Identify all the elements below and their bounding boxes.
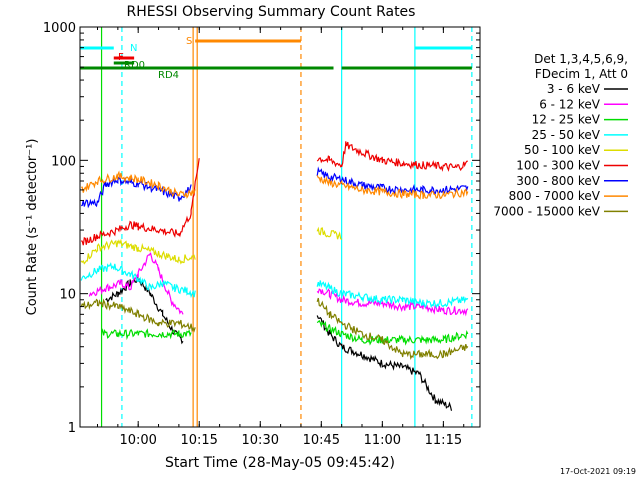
series-line-300-800-keV [316, 166, 469, 196]
series-line-100-300-keV [80, 158, 200, 246]
legend-entry-label: 12 - 25 keV [532, 113, 601, 127]
legend-entry-label: 25 - 50 keV [532, 128, 601, 142]
x-tick-label: 10:30 [242, 433, 279, 448]
series-line-3-6-keV [316, 315, 453, 411]
x-tick-label: 11:00 [364, 433, 401, 448]
x-tick-label: 11:15 [425, 433, 462, 448]
flag-label-n: N [130, 43, 137, 54]
series-line-50-100-keV [316, 226, 343, 240]
legend-header-line: Det 1,3,4,5,6,9, [534, 52, 628, 66]
flag-label-s: S [186, 36, 192, 47]
y-tick-label: 1 [68, 421, 76, 436]
x-tick-label: 10:15 [180, 433, 217, 448]
legend-entry-label: 3 - 6 keV [547, 82, 601, 96]
x-tick-label: 10:00 [119, 433, 156, 448]
legend-header-line: FDecim 1, Att 0 [535, 67, 628, 81]
x-tick-label: 10:45 [303, 433, 340, 448]
series-line-800-7000-keV [316, 175, 469, 200]
y-tick-label: 100 [51, 154, 76, 169]
chart-title: RHESSI Observing Summary Count Rates [127, 4, 416, 20]
y-tick-label: 1000 [43, 21, 76, 36]
y-axis-title: Count Rate (s⁻¹ detector⁻¹) [25, 139, 40, 316]
series-line-100-300-keV [316, 141, 468, 172]
legend-entry-label: 300 - 800 keV [516, 174, 600, 188]
series-line-7000-15000-keV [316, 297, 469, 360]
legend-entry-label: 100 - 300 keV [516, 159, 600, 173]
axis-ticks: 10:00 10:15 10:30 10:45 11:00 11:15 1 10 100 1000 [43, 21, 480, 448]
flag-label-f: F [118, 52, 124, 63]
series-line-12-25-keV [316, 319, 469, 346]
legend-entry-label: 6 - 12 keV [539, 97, 601, 111]
y-tick-label: 10 [59, 288, 76, 303]
series-line-12-25-keV [101, 328, 192, 341]
legend-entry-label: 50 - 100 keV [524, 143, 601, 157]
series-line-800-7000-keV [81, 170, 196, 199]
series-line-6-12-keV [316, 288, 469, 317]
legend-entry-label: 7000 - 15000 keV [493, 204, 600, 218]
plot-frame [79, 26, 481, 428]
series-line-25-50-keV [80, 262, 196, 299]
flag-label-rd4: RD4 [158, 70, 179, 81]
x-axis-title: Start Time (28-May-05 09:45:42) [165, 455, 395, 471]
series-line-25-50-keV [316, 280, 469, 309]
legend: Det 1,3,4,5,6,9,FDecim 1, Att 03 - 6 keV… [493, 52, 628, 218]
series-line-50-100-keV [80, 238, 196, 265]
series-line-7000-15000-keV [80, 298, 196, 333]
generation-timestamp: 17-Oct-2021 09:19 [560, 467, 636, 476]
flag-label-rd0: RD0 [124, 60, 145, 71]
series-line-3-6-keV [105, 275, 184, 345]
legend-entry-label: 800 - 7000 keV [509, 189, 601, 203]
